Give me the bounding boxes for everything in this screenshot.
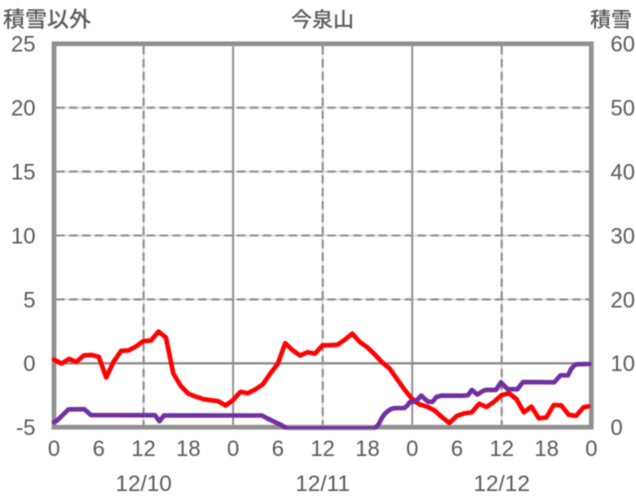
svg-text:20: 20: [611, 287, 635, 312]
svg-text:12/11: 12/11: [295, 471, 350, 496]
svg-text:25: 25: [11, 32, 35, 57]
svg-text:0: 0: [48, 436, 60, 461]
svg-text:6: 6: [451, 436, 463, 461]
svg-text:30: 30: [611, 223, 635, 248]
svg-text:12: 12: [131, 436, 155, 461]
svg-text:6: 6: [93, 436, 105, 461]
svg-text:18: 18: [534, 436, 558, 461]
svg-text:60: 60: [611, 32, 635, 57]
svg-text:6: 6: [272, 436, 284, 461]
svg-text:5: 5: [23, 287, 35, 312]
svg-text:18: 18: [355, 436, 379, 461]
svg-text:12/12: 12/12: [474, 471, 530, 496]
svg-text:40: 40: [611, 160, 635, 185]
svg-text:0: 0: [23, 351, 35, 376]
svg-text:0: 0: [585, 436, 597, 461]
svg-text:0: 0: [227, 436, 239, 461]
svg-text:10: 10: [11, 223, 35, 248]
svg-text:0: 0: [611, 415, 623, 440]
svg-text:50: 50: [611, 96, 635, 121]
svg-text:20: 20: [11, 96, 35, 121]
svg-text:15: 15: [11, 160, 35, 185]
svg-text:12: 12: [310, 436, 334, 461]
svg-text:-5: -5: [16, 415, 36, 440]
svg-text:18: 18: [176, 436, 200, 461]
svg-text:10: 10: [611, 351, 635, 376]
svg-text:12: 12: [490, 436, 514, 461]
svg-text:0: 0: [406, 436, 418, 461]
svg-text:12/10: 12/10: [115, 471, 171, 496]
